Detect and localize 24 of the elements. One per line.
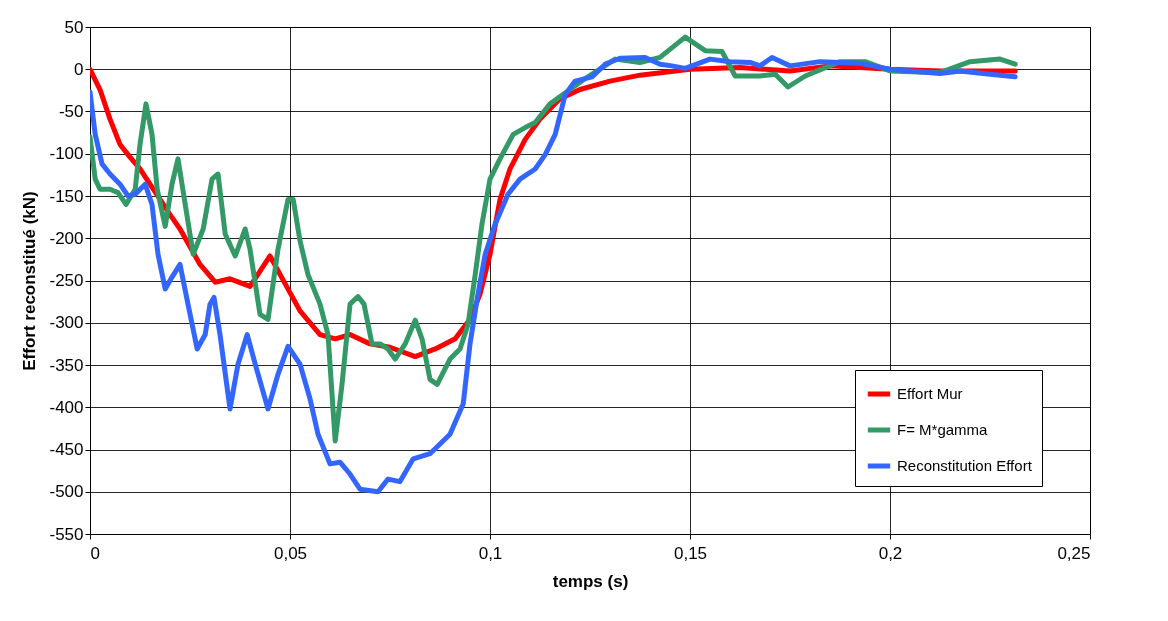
x-tick-label: 0,1 <box>478 543 503 563</box>
x-tick-label: 0,15 <box>673 543 708 563</box>
y-tick-label: 50 <box>64 17 84 37</box>
y-tick-label: -350 <box>49 355 84 375</box>
x-axis-title: temps (s) <box>552 571 629 591</box>
y-tick-label: -500 <box>49 482 84 502</box>
y-tick-label: -400 <box>49 397 84 417</box>
y-tick-label: -200 <box>49 228 84 248</box>
y-tick-label: -50 <box>58 102 84 121</box>
y-tick-label: 0 <box>74 59 84 79</box>
legend-label: Effort Mur <box>897 385 963 402</box>
y-tick-label: -100 <box>49 144 84 164</box>
y-tick-label: -150 <box>49 186 84 206</box>
y-tick-label: -450 <box>49 440 84 459</box>
y-tick-label: -300 <box>49 313 84 333</box>
x-tick-label: 0,2 <box>878 543 903 563</box>
y-tick-label: -250 <box>49 271 84 290</box>
legend-label: F= M*gamma <box>897 421 989 438</box>
x-tick-label: 0,05 <box>273 543 308 563</box>
x-tick-label: 0,25 <box>1057 543 1091 563</box>
y-tick-label: -550 <box>49 524 84 544</box>
legend-label: Reconstitution Effort <box>897 457 1033 474</box>
x-tick-label: 0 <box>90 543 100 563</box>
y-axis-title: Effort reconstitué (kN) <box>20 191 40 371</box>
